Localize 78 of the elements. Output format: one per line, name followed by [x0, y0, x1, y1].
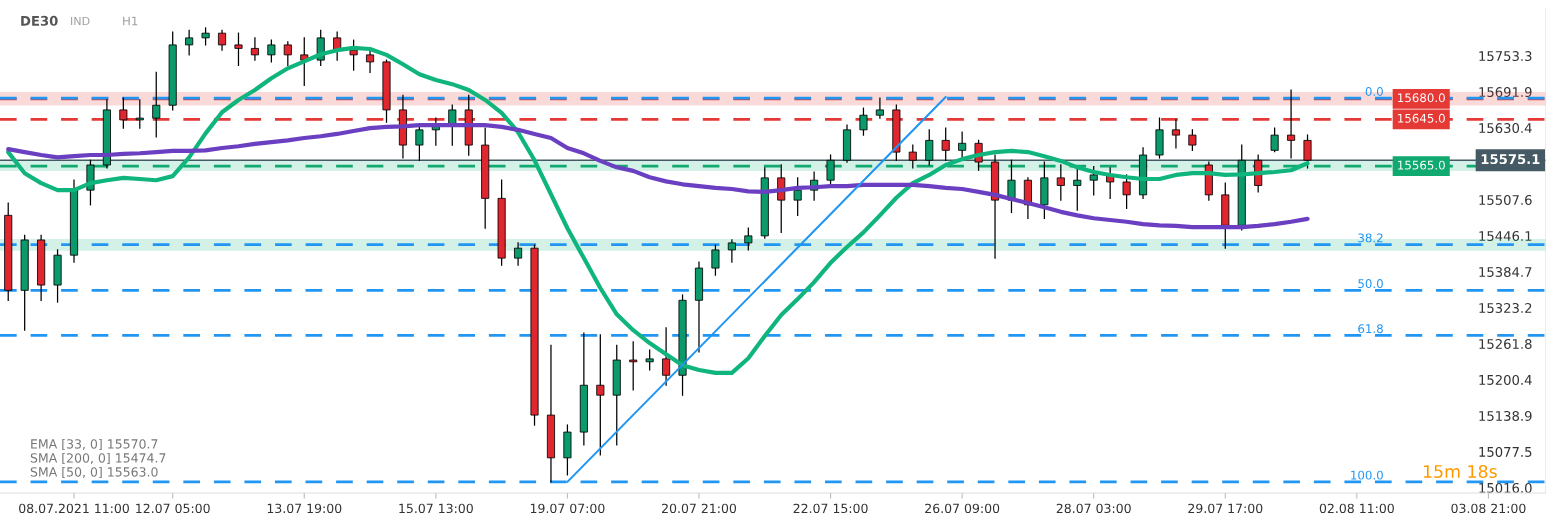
y-tick-label: 15323.2: [1479, 303, 1532, 313]
annotation: 50.0: [1358, 279, 1383, 289]
y-tick-label: 15016.0: [1479, 482, 1532, 493]
candlestick: [152, 71, 161, 138]
candlestick: [1073, 167, 1082, 211]
candlestick: [826, 154, 835, 186]
candlestick: [119, 97, 128, 129]
x-tick-label: 13.07 19:00: [267, 503, 342, 514]
x-tick-label: 26.07 09:00: [925, 503, 1000, 514]
y-tick-label: 15077.5: [1479, 446, 1532, 457]
x-tick-label: 08.07.2021 11:00: [19, 503, 129, 514]
y-tick-label: 15691.9: [1479, 87, 1532, 98]
candlestick: [1171, 119, 1180, 149]
annotation: 100.0: [1351, 470, 1383, 480]
candlestick: [448, 104, 457, 146]
candlestick: [859, 107, 868, 136]
candlestick: [662, 327, 671, 386]
candlestick: [300, 37, 309, 86]
annotation: 0.0: [1365, 86, 1383, 96]
candlestick: [234, 32, 243, 67]
candlestick: [1188, 129, 1197, 151]
candlestick: [711, 244, 720, 276]
annotation: SMA [200, 0] 15474.7: [30, 452, 166, 465]
annotation: 38.2: [1358, 233, 1383, 243]
candlestick: [629, 341, 638, 391]
candlestick: [185, 29, 194, 56]
candlestick: [267, 39, 276, 63]
x-tick-label: 19.07 07:00: [530, 503, 605, 514]
x-tick-label: 15.07 13:00: [399, 503, 473, 514]
candlestick: [908, 144, 917, 169]
y-tick-label: 15753.3: [1479, 51, 1532, 62]
x-tick-label: 20.07 21:00: [662, 503, 737, 514]
y-tick-label: 15384.7: [1479, 266, 1532, 277]
x-tick-label: 12.07 05:00: [136, 503, 210, 514]
y-tick-label: 15261.8: [1479, 338, 1532, 349]
candlestick: [941, 127, 950, 161]
x-tick-label: 28.07 03:00: [1056, 503, 1131, 514]
candlestick: [514, 242, 523, 266]
candlestick: [1056, 164, 1065, 201]
candlestick: [1122, 174, 1131, 209]
y-tick-label: 15507.6: [1479, 194, 1532, 205]
annotation: 15m 18s: [1423, 464, 1497, 479]
candlestick: [217, 29, 227, 51]
candlestick: [1270, 127, 1279, 153]
candlestick: [135, 99, 144, 129]
candlestick: [645, 349, 654, 371]
x-tick-label: 29.07 17:00: [1188, 503, 1263, 514]
annotation: EMA [33, 0] 15570.7: [31, 438, 158, 451]
line-series: [6, 123, 1310, 230]
candlestick: [1303, 134, 1312, 169]
y-tick-label: 15200.4: [1479, 374, 1532, 385]
candlestick: [596, 334, 605, 456]
x-tick-label: 22.07 15:00: [793, 503, 868, 514]
y-tick-label: 15446.1: [1479, 231, 1532, 241]
candlestick: [793, 177, 802, 216]
candlestick: [744, 227, 753, 251]
y-tick-label: 15138.9: [1479, 410, 1532, 421]
candlestick: [250, 37, 259, 61]
candlestick: [415, 124, 424, 161]
ref-line-label: 15565.0: [1398, 160, 1445, 170]
candlestick: [925, 129, 934, 166]
candlestick: [1287, 89, 1296, 159]
candlestick: [1089, 166, 1098, 196]
y-tick-label: 15630.4: [1479, 123, 1532, 134]
candlestick: [875, 97, 884, 119]
candlestick: [349, 39, 358, 71]
x-tick-label: 03.08 21:00: [1451, 503, 1526, 514]
annotation: H1: [123, 16, 138, 26]
chart-title: DE30: [21, 15, 58, 26]
candlestick: [958, 131, 967, 159]
candlestick: [727, 239, 736, 263]
annotation: 61.8: [1358, 324, 1383, 334]
candlestick: [283, 41, 292, 67]
ref-line-label: 15645.0: [1398, 113, 1445, 123]
ref-line-label: 15575.1: [1481, 154, 1540, 165]
annotation: SMA [50, 0] 15563.0: [30, 466, 158, 479]
x-tick-label: 02.08 11:00: [1319, 503, 1394, 514]
annotation: IND: [71, 16, 90, 26]
